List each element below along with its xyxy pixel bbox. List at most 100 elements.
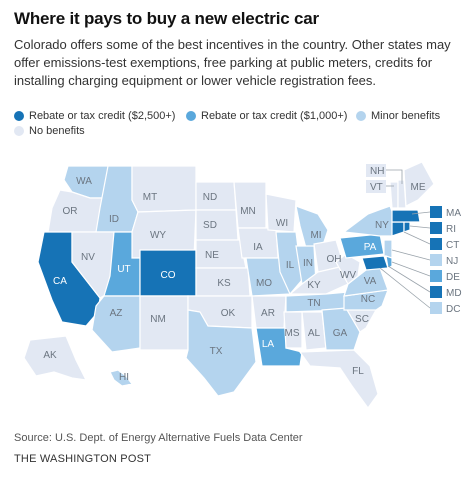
state-ne <box>195 239 247 269</box>
state-mi <box>295 205 329 249</box>
page-title: Where it pays to buy a new electric car <box>14 9 319 28</box>
label-or: OR <box>63 206 78 217</box>
label-ms: MS <box>285 328 300 339</box>
legend-item-none: No benefits <box>14 125 85 137</box>
us-map: WA OR CA ID NV MT WY UT AZ CO NM ND SD N… <box>23 161 462 410</box>
label-nd: ND <box>203 192 217 203</box>
label-mo: MO <box>256 278 272 289</box>
label-tn: TN <box>307 298 320 309</box>
label-vt: VT <box>370 182 383 193</box>
label-wi: WI <box>276 218 288 229</box>
state-mt <box>131 165 197 213</box>
label-la: LA <box>262 339 275 350</box>
state-ri <box>403 221 411 233</box>
box-ct <box>430 238 442 250</box>
label-nj: NJ <box>446 256 458 267</box>
box-ma <box>430 206 442 218</box>
legend-item-minor: Minor benefits <box>356 110 440 122</box>
state-wv <box>335 253 361 285</box>
label-va: VA <box>364 276 377 287</box>
label-wy: WY <box>150 230 166 241</box>
box-dc <box>430 302 442 314</box>
label-ia: IA <box>253 242 263 253</box>
source-note: Source: U.S. Dept. of Energy Alternative… <box>14 432 303 444</box>
box-nh <box>366 164 386 177</box>
label-wv: WV <box>340 270 356 281</box>
label-fl: FL <box>352 366 364 377</box>
leader-dc <box>379 267 431 309</box>
label-nv: NV <box>81 252 95 263</box>
label-tx: TX <box>210 346 223 357</box>
ne-box-group: MA RI CT NJ DE MD DC <box>430 206 462 315</box>
label-nm: NM <box>150 314 166 325</box>
label-me: ME <box>411 182 426 193</box>
label-ct: CT <box>446 240 459 251</box>
label-ok: OK <box>221 308 236 319</box>
label-ks: KS <box>217 278 231 289</box>
publisher-credit: THE WASHINGTON POST <box>14 453 152 465</box>
state-ms <box>283 311 303 349</box>
label-md: MD <box>446 288 462 299</box>
state-de <box>385 255 393 269</box>
legend-label-top: Rebate or tax credit ($2,500+) <box>29 110 176 122</box>
legend-label-mid: Rebate or tax credit ($1,000+) <box>201 110 348 122</box>
leader-ri <box>409 225 431 229</box>
label-oh: OH <box>327 254 342 265</box>
state-fl <box>298 349 379 410</box>
label-az: AZ <box>110 308 123 319</box>
page-subtitle: Colorado offers some of the best incenti… <box>14 37 451 88</box>
label-ma: MA <box>446 208 461 219</box>
legend-label-minor: Minor benefits <box>371 110 441 122</box>
state-az <box>91 295 141 353</box>
box-vt <box>366 180 386 193</box>
label-ne: NE <box>205 250 219 261</box>
label-ar: AR <box>261 308 275 319</box>
label-ut: UT <box>117 264 130 275</box>
legend-item-top: Rebate or tax credit ($2,500+) <box>14 110 175 122</box>
state-pa <box>339 233 385 259</box>
leader-nj <box>391 249 431 261</box>
state-ma <box>391 209 421 223</box>
label-in: IN <box>303 258 313 269</box>
label-dc: DC <box>446 304 460 315</box>
box-md <box>430 286 442 298</box>
label-nh: NH <box>370 166 384 177</box>
label-sc: SC <box>355 314 369 325</box>
legend-swatch-mid <box>186 111 196 121</box>
state-ak <box>23 335 88 381</box>
state-me <box>403 161 435 207</box>
leader-md <box>387 265 431 293</box>
legend-label-none: No benefits <box>29 125 85 137</box>
label-de: DE <box>446 272 460 283</box>
state-hi <box>109 369 134 387</box>
label-pa: PA <box>364 242 377 253</box>
label-ri: RI <box>446 224 456 235</box>
label-al: AL <box>308 328 321 339</box>
legend-swatch-top <box>14 111 24 121</box>
label-hi: HI <box>119 372 129 383</box>
state-md <box>361 255 389 271</box>
label-ak: AK <box>43 350 57 361</box>
box-ri <box>430 222 442 234</box>
label-mn: MN <box>240 206 256 217</box>
state-nj <box>383 239 393 259</box>
state-ga <box>321 307 361 351</box>
legend-swatch-minor <box>356 111 366 121</box>
state-va <box>343 267 389 297</box>
label-wa: WA <box>76 176 92 187</box>
legend-swatch-none <box>14 126 24 136</box>
leader-ct <box>403 231 431 245</box>
leader-nh <box>386 169 403 184</box>
label-il: IL <box>286 260 295 271</box>
label-id: ID <box>109 214 119 225</box>
state-mn <box>233 181 267 229</box>
label-ky: KY <box>307 280 321 291</box>
box-nj <box>430 254 442 266</box>
label-ny: NY <box>375 220 389 231</box>
label-mi: MI <box>310 230 321 241</box>
state-ct <box>391 221 405 237</box>
box-de <box>430 270 442 282</box>
label-ga: GA <box>333 328 348 339</box>
state-il <box>275 231 303 296</box>
state-tx <box>185 309 257 397</box>
